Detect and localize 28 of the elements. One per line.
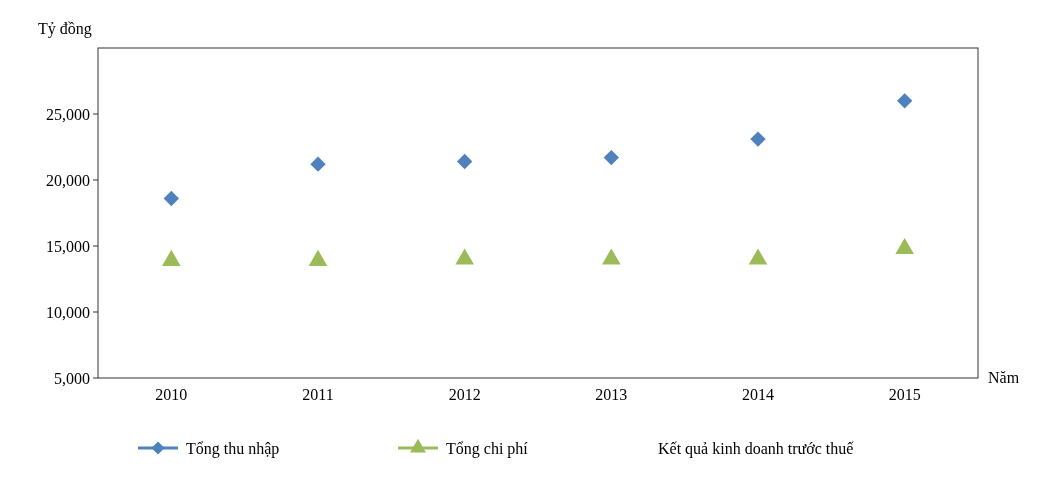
y-tick-label: 20,000 xyxy=(46,171,90,189)
point xyxy=(895,237,914,255)
point xyxy=(748,248,768,265)
point xyxy=(308,249,328,266)
x-axis-title: Năm xyxy=(988,369,1020,386)
point xyxy=(457,153,473,170)
point xyxy=(603,149,619,166)
y-tick-label: 15,000 xyxy=(46,237,90,255)
point xyxy=(163,190,179,207)
point xyxy=(455,248,474,265)
y-tick-label: 5,000 xyxy=(54,369,90,387)
point xyxy=(897,93,913,109)
x-tick-label: 2012 xyxy=(448,386,481,403)
text: Kết quả kinh doanh trước thuế xyxy=(658,439,855,458)
x-tick-label: 2011 xyxy=(302,386,334,403)
y-tick-label: 25,000 xyxy=(46,105,90,123)
y-tick-label: 10,000 xyxy=(46,303,90,321)
point xyxy=(602,248,621,265)
legend-label: Tổng thu nhập xyxy=(186,439,280,458)
x-tick-label: 2010 xyxy=(155,386,188,403)
x-tick-label: 2014 xyxy=(742,386,774,403)
x-tick-label: 2013 xyxy=(595,386,628,403)
y-axis-title: Tỷ đồng xyxy=(38,20,92,38)
legend-label: Tổng chi phí xyxy=(446,439,529,458)
point xyxy=(162,249,181,266)
x-tick-label: 2015 xyxy=(888,386,921,403)
point xyxy=(310,156,326,172)
point xyxy=(750,131,766,147)
